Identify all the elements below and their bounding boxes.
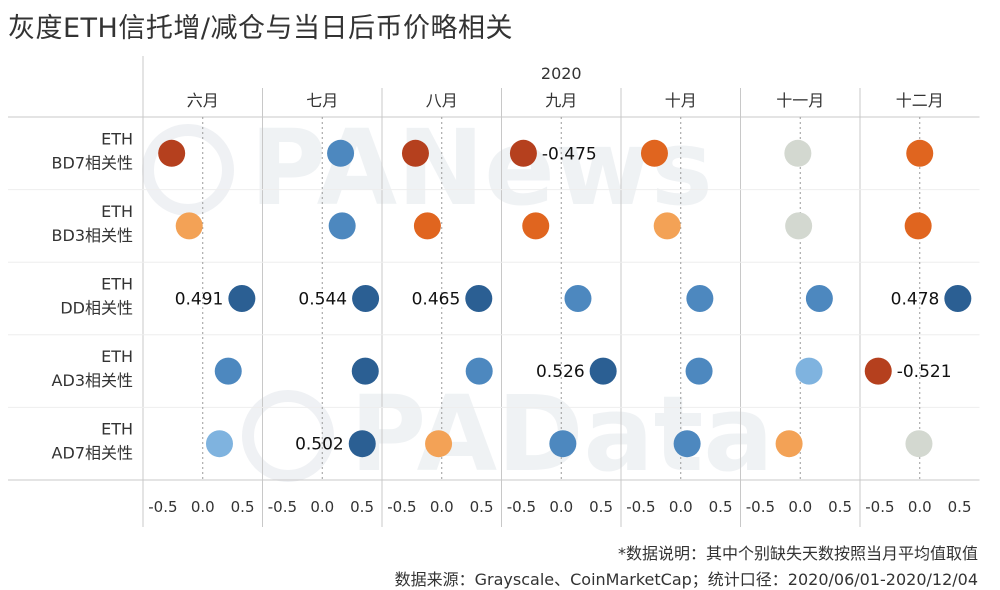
data-label: 0.502 xyxy=(295,435,344,455)
row-label-line2: AD7相关性 xyxy=(52,444,133,463)
data-point xyxy=(328,212,356,240)
data-point xyxy=(564,285,592,312)
data-point xyxy=(175,212,203,240)
column-header-2: 七月 xyxy=(306,91,338,110)
row-label-line2: BD3相关性 xyxy=(52,226,133,245)
data-point xyxy=(413,212,441,240)
watermark-text: PANews xyxy=(250,107,713,229)
data-point xyxy=(805,285,833,312)
x-tick-label: 0.0 xyxy=(191,498,215,516)
data-point xyxy=(864,357,892,385)
x-tick-label: 0.5 xyxy=(589,498,613,516)
data-point xyxy=(785,212,813,240)
data-point xyxy=(944,285,972,312)
row-label-line2: DD相关性 xyxy=(60,299,133,318)
data-point xyxy=(686,285,714,312)
x-tick-label: -0.5 xyxy=(507,498,536,516)
x-tick-label: 0.0 xyxy=(549,498,573,516)
column-header-4: 九月 xyxy=(545,91,577,110)
grid-layer xyxy=(8,56,980,527)
data-point xyxy=(348,430,376,458)
x-tick-label: -0.5 xyxy=(626,498,655,516)
column-headers: 2020 六月 七月 八月 九月 十月 十一月 十二月 xyxy=(187,64,944,110)
footnote: *数据说明：其中个别缺失天数按照当月平均值取值 xyxy=(617,544,978,563)
chart-title: 灰度ETH信托增/减仓与当日后币价略相关 xyxy=(8,13,513,44)
column-header-7: 十二月 xyxy=(896,91,944,110)
data-point xyxy=(352,285,380,312)
data-point xyxy=(327,139,355,167)
data-point xyxy=(425,430,453,458)
column-header-3: 八月 xyxy=(426,91,458,110)
data-label: 0.526 xyxy=(536,362,585,382)
watermark-logo-icon xyxy=(242,390,334,482)
data-label: -0.521 xyxy=(897,362,952,382)
data-point xyxy=(465,285,493,312)
data-labels: -0.475 0.491 0.544 0.465 0.478 0.526 -0.521 0.5… xyxy=(175,144,952,454)
column-header-6: 十一月 xyxy=(776,91,824,110)
data-point xyxy=(214,357,242,385)
data-point xyxy=(775,430,803,458)
column-header-5: 十月 xyxy=(665,91,697,110)
data-point xyxy=(904,212,932,240)
data-point xyxy=(351,357,379,385)
x-axis: -0.5 0.0 0.5 -0.5 0.0 0.5 -0.5 0.0 0.5 -0.5 0.0 0.5… xyxy=(148,498,971,516)
x-tick-label: -0.5 xyxy=(865,498,894,516)
data-point xyxy=(795,357,823,385)
data-point xyxy=(640,139,668,167)
x-tick-label: -0.5 xyxy=(268,498,297,516)
x-tick-label: -0.5 xyxy=(387,498,416,516)
data-point xyxy=(158,139,186,167)
data-label: -0.475 xyxy=(542,144,597,164)
watermark-logo-icon xyxy=(142,124,234,216)
data-point xyxy=(673,430,701,458)
row-label-line1: ETH xyxy=(101,202,133,221)
x-tick-label: 0.0 xyxy=(310,498,334,516)
data-point xyxy=(509,139,537,167)
source-note: 数据来源：Grayscale、CoinMarketCap；统计口径：2020/0… xyxy=(394,570,978,589)
x-tick-label: 0.5 xyxy=(948,498,972,516)
x-tick-label: 0.5 xyxy=(828,498,852,516)
row-label-line2: BD7相关性 xyxy=(52,153,133,172)
data-label: 0.544 xyxy=(298,290,347,310)
data-point xyxy=(401,139,429,167)
x-tick-label: 0.5 xyxy=(709,498,733,516)
data-label: 0.465 xyxy=(412,290,461,310)
x-tick-label: 0.0 xyxy=(908,498,932,516)
x-tick-label: 0.5 xyxy=(470,498,494,516)
row-label-line1: ETH xyxy=(101,347,133,366)
data-point xyxy=(205,430,233,458)
data-point xyxy=(465,357,493,385)
row-labels: ETH BD7相关性 ETH BD3相关性 ETH DD相关性 ETH AD3相关性 ETH AD… xyxy=(52,129,133,462)
year-label: 2020 xyxy=(541,64,582,83)
x-tick-label: 0.5 xyxy=(350,498,374,516)
data-point xyxy=(905,430,933,458)
x-tick-label: -0.5 xyxy=(148,498,177,516)
row-label-line1: ETH xyxy=(101,420,133,439)
data-point xyxy=(549,430,577,458)
data-point xyxy=(906,139,934,167)
data-point xyxy=(228,285,256,312)
x-tick-label: 0.0 xyxy=(788,498,812,516)
data-points xyxy=(158,139,972,458)
x-tick-label: 0.0 xyxy=(430,498,454,516)
row-label-line1: ETH xyxy=(101,275,133,294)
data-point xyxy=(653,212,681,240)
data-label: 0.491 xyxy=(175,290,224,310)
x-tick-label: 0.5 xyxy=(231,498,255,516)
data-label: 0.478 xyxy=(891,290,940,310)
data-point xyxy=(522,212,550,240)
data-point xyxy=(589,357,617,385)
x-tick-label: 0.0 xyxy=(669,498,693,516)
data-point xyxy=(784,139,812,167)
x-tick-label: -0.5 xyxy=(746,498,775,516)
column-header-1: 六月 xyxy=(187,91,219,110)
data-point xyxy=(685,357,713,385)
row-label-line2: AD3相关性 xyxy=(52,371,133,390)
row-label-line1: ETH xyxy=(101,129,133,148)
